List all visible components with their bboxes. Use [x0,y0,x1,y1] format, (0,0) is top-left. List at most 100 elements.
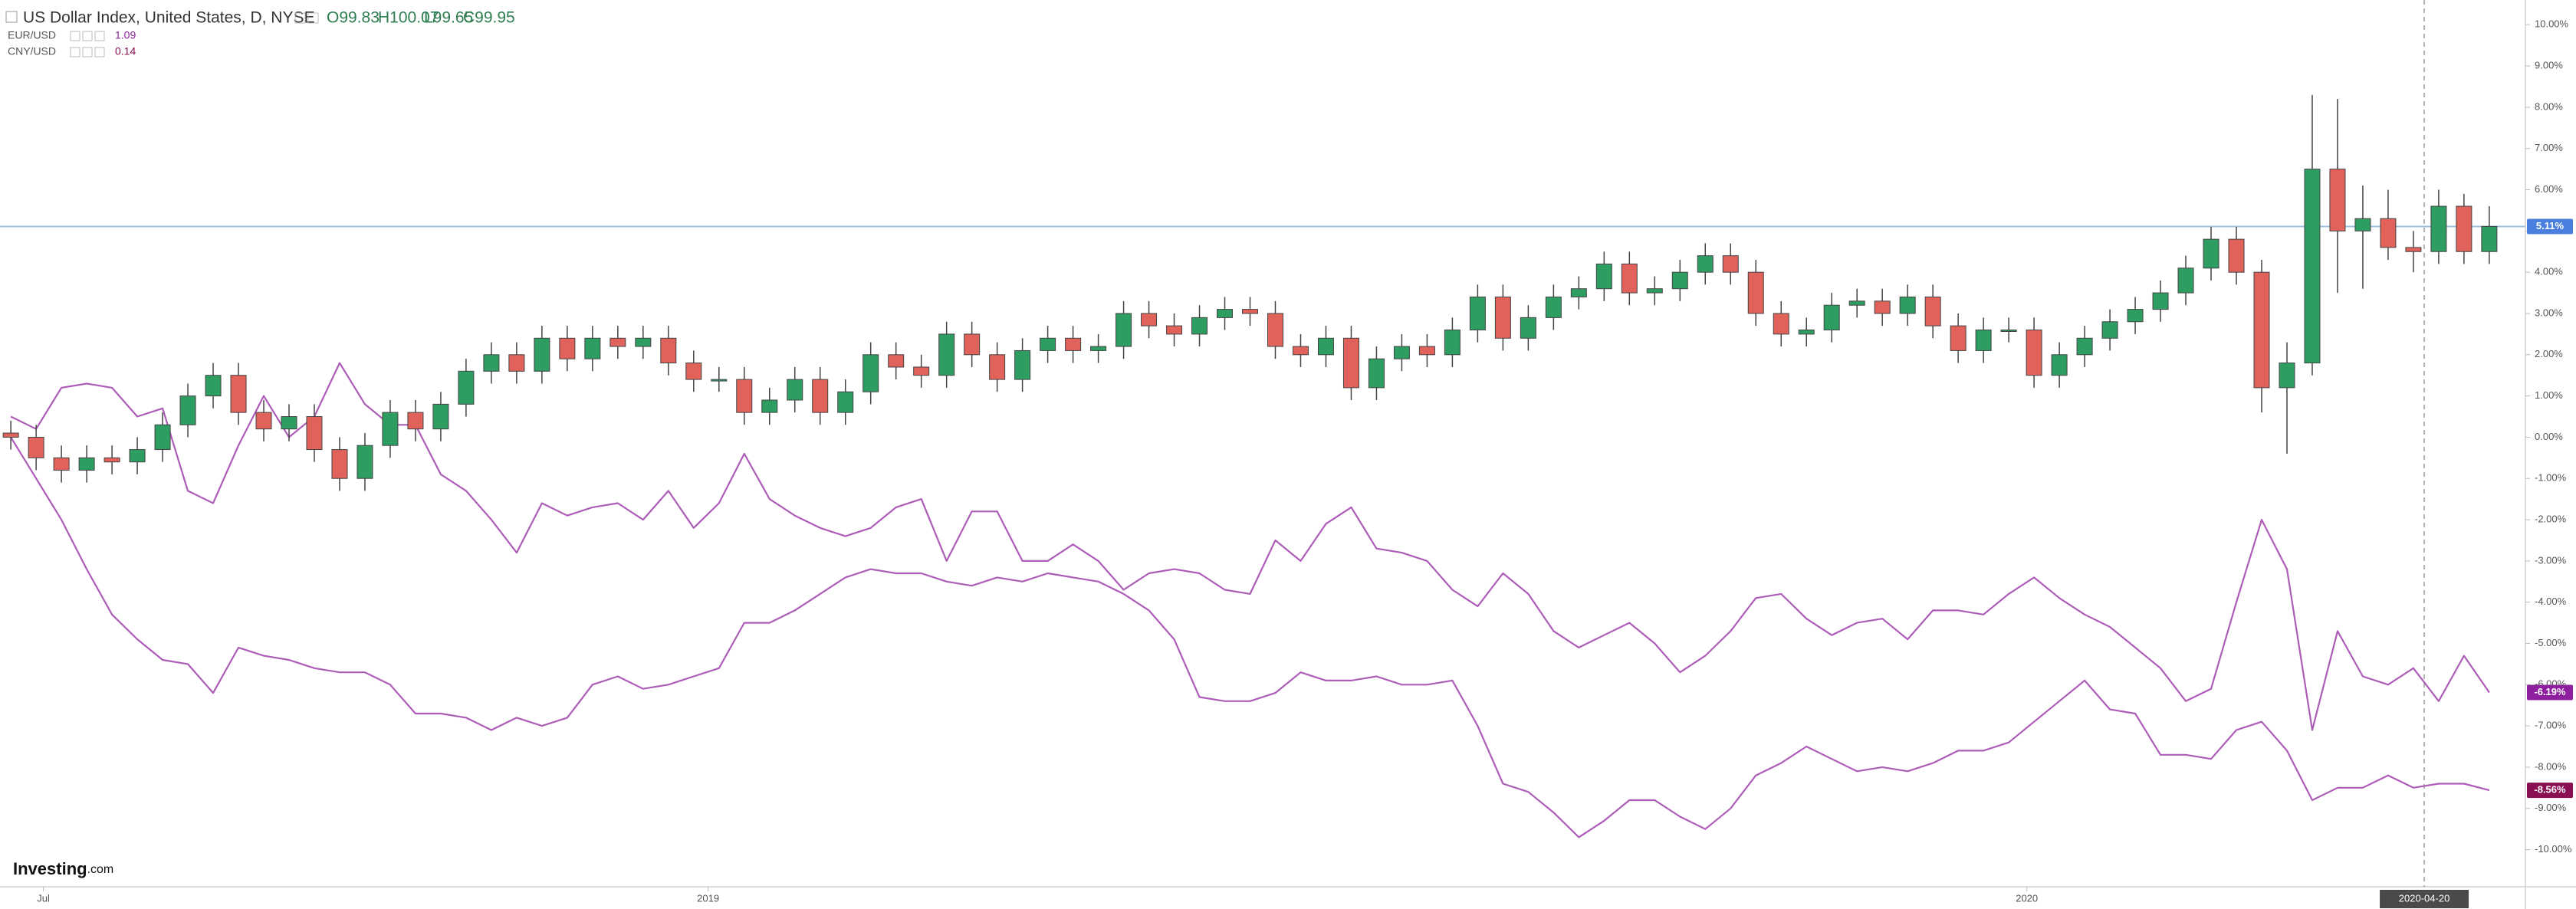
x-tick-label: 2020 [2016,892,2038,904]
candle-body [1065,337,1082,351]
header-close: C99.95 [463,9,515,27]
candle-body [1595,263,1612,290]
price-tag: 5.11% [2536,220,2564,231]
series-line [10,436,2490,838]
candle-body [483,354,500,372]
legend-icon [82,31,93,41]
candle-body [53,457,70,471]
candle-body [458,370,475,405]
candle-body [1570,288,1587,297]
y-tick-label: -8.00% [2535,760,2567,772]
y-tick-label: 10.00% [2535,18,2569,30]
candle-body [1191,317,1208,335]
candle-body [255,412,272,430]
candle-body [1292,346,1309,356]
legend-icon [82,47,93,57]
candle-body [2304,169,2321,364]
candle-body [356,445,373,479]
legend-icon [94,47,105,57]
candle-body [2481,225,2498,252]
candle-body [1950,325,1967,351]
candle-body [28,436,44,458]
candle-body [1722,255,1739,273]
x-tick-label: Jul [37,892,50,904]
candle-body [2,432,19,438]
candle-body [306,416,323,451]
candle-body [129,449,146,463]
candle-body [1267,313,1283,347]
candle-body [1090,346,1107,351]
candle-body [2000,330,2017,333]
candle-body [2051,354,2068,376]
y-tick-label: 1.00% [2535,389,2563,401]
candle-body [2127,309,2144,323]
candle-body [938,333,955,376]
legend-icon [70,31,80,41]
candle-body [1166,325,1183,335]
candle-body [1924,296,1941,327]
candle-body [432,403,449,430]
watermark: Investing.com [13,859,113,878]
candle-body [787,379,803,401]
candle-body [2380,218,2397,248]
candle-body [534,337,550,372]
legend-name: CNY/USD [8,45,56,57]
candle-body [2026,330,2042,376]
hide-icon[interactable] [307,12,319,24]
candle-body [1975,330,1992,351]
y-tick-label: 6.00% [2535,183,2563,195]
candle-body [230,375,247,413]
candle-body [584,337,601,359]
candle-body [559,337,576,359]
collapse-icon[interactable] [5,11,18,23]
candle-body [2456,205,2472,252]
crosshair-label-bg [2380,890,2469,908]
candle-body [2430,205,2447,252]
candle-body [1418,346,1435,356]
candle-body [1217,309,1234,318]
y-tick-label: -7.00% [2535,720,2567,731]
candle-body [2101,321,2118,339]
y-tick-label: -3.00% [2535,554,2567,566]
header-open: O99.83 [327,9,380,27]
candle-body [964,333,981,356]
watermark-domain: .com [87,863,114,876]
candle-body [1671,271,1688,290]
series-tag-bg [2527,684,2573,701]
candle-body [2279,363,2295,389]
candle-body [2177,267,2194,294]
candle-body [2405,247,2422,252]
candle-body [104,457,120,463]
header-high: H100.07 [378,9,439,27]
candle-body [863,354,879,392]
y-tick-label: 9.00% [2535,60,2563,71]
overlay: US Dollar Index, United States, D, NYSE … [5,9,515,878]
settings-icon[interactable] [294,12,306,24]
chart-title: US Dollar Index, United States, D, NYSE [23,9,315,27]
candle-body [2228,238,2245,273]
candle-body [635,337,652,347]
candle-body [407,412,424,430]
candle-body [1242,309,1259,314]
candle-body [736,379,753,413]
legend-icon [70,47,80,57]
candle-body [812,379,829,413]
watermark-brand: Investing [13,859,87,878]
series-line [10,362,2490,731]
candle-body [1317,337,1334,356]
y-tick-label: 0.00% [2535,431,2563,442]
candle-body [1014,349,1031,380]
candle-body [2329,169,2346,231]
y-tick-label: 4.00% [2535,266,2563,277]
candle-body [1520,317,1536,339]
candle-body [1342,337,1359,389]
y-tick-label: 7.00% [2535,142,2563,153]
candle-body [1747,271,1764,314]
candle-body [331,449,348,479]
candle-body [1798,330,1815,335]
candle-body [281,416,297,430]
